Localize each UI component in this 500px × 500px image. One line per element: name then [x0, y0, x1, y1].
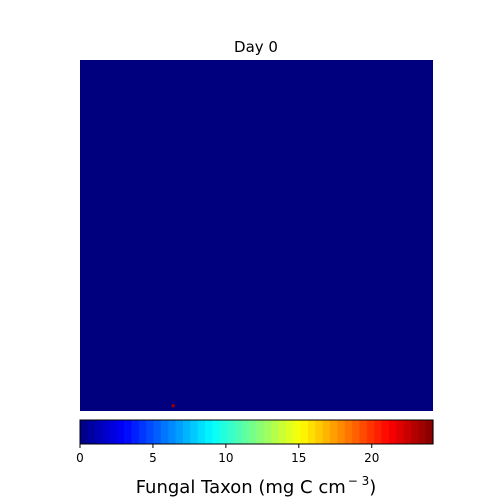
colorbar-segment: [80, 420, 88, 444]
colorbar-segment: [278, 420, 287, 444]
colorbar-tick-label: 0: [76, 451, 84, 465]
colorbar-segment: [182, 420, 191, 444]
colorbar-segment: [271, 420, 280, 444]
heatmap-hotspots: [171, 404, 175, 408]
colorbar-tick-label: 5: [149, 451, 157, 465]
colorbar-segment: [396, 420, 405, 444]
colorbar-segment: [160, 420, 169, 444]
colorbar-label-close: ): [369, 477, 376, 498]
colorbar-segment: [87, 420, 96, 444]
colorbar-segment: [241, 420, 250, 444]
colorbar-segment: [94, 420, 103, 444]
colorbar-segment: [388, 420, 397, 444]
colorbar-segment: [425, 420, 434, 444]
colorbar-segment: [175, 420, 184, 444]
colorbar-segment: [285, 420, 294, 444]
colorbar-segment: [234, 420, 243, 444]
colorbar-segment: [116, 420, 125, 444]
colorbar-segment: [381, 420, 390, 444]
colorbar: [80, 420, 434, 444]
heatmap-hotspot-0: [171, 404, 175, 408]
colorbar-tick-label: 20: [364, 451, 379, 465]
colorbar-tick-label: 10: [218, 451, 233, 465]
colorbar-segment: [146, 420, 155, 444]
colorbar-segment: [366, 420, 375, 444]
colorbar-tick-label: 15: [291, 451, 306, 465]
colorbar-segment: [190, 420, 199, 444]
colorbar-label-main: Fungal Taxon (mg C cm: [136, 477, 346, 498]
colorbar-segment: [410, 420, 419, 444]
colorbar-segment: [330, 420, 338, 444]
colorbar-segment: [322, 420, 331, 444]
colorbar-label-exponent: − 3: [348, 474, 370, 488]
colorbar-segment: [197, 420, 206, 444]
colorbar-segment: [300, 420, 309, 444]
colorbar-segment: [315, 420, 324, 444]
colorbar-segment: [168, 420, 177, 444]
colorbar-segment: [293, 420, 302, 444]
colorbar-segment: [102, 420, 111, 444]
colorbar-segment: [337, 420, 346, 444]
colorbar-segment: [227, 420, 236, 444]
colorbar-segment: [138, 420, 147, 444]
colorbar-label: Fungal Taxon (mg C cm − 3): [136, 474, 377, 498]
colorbar-segment: [124, 420, 133, 444]
colorbar-segment: [212, 420, 221, 444]
colorbar-segment: [418, 420, 427, 444]
colorbar-segment: [374, 420, 383, 444]
colorbar-segment: [256, 420, 265, 444]
colorbar-segment: [131, 420, 140, 444]
colorbar-ticks: 0 5 10 15 20: [76, 444, 379, 465]
colorbar-segment: [344, 420, 353, 444]
colorbar-segment: [153, 420, 162, 444]
colorbar-segment: [205, 420, 213, 444]
colorbar-segment: [219, 420, 228, 444]
colorbar-segment: [249, 420, 258, 444]
colorbar-segment: [263, 420, 272, 444]
colorbar-frame: [79, 419, 434, 445]
colorbar-segment: [359, 420, 368, 444]
colorbar-segment: [352, 420, 361, 444]
heatmap-area: [80, 60, 433, 411]
chart-title: Day 0: [234, 38, 278, 56]
colorbar-segment: [307, 420, 316, 444]
colorbar-segment: [403, 420, 412, 444]
colorbar-segment: [109, 420, 118, 444]
